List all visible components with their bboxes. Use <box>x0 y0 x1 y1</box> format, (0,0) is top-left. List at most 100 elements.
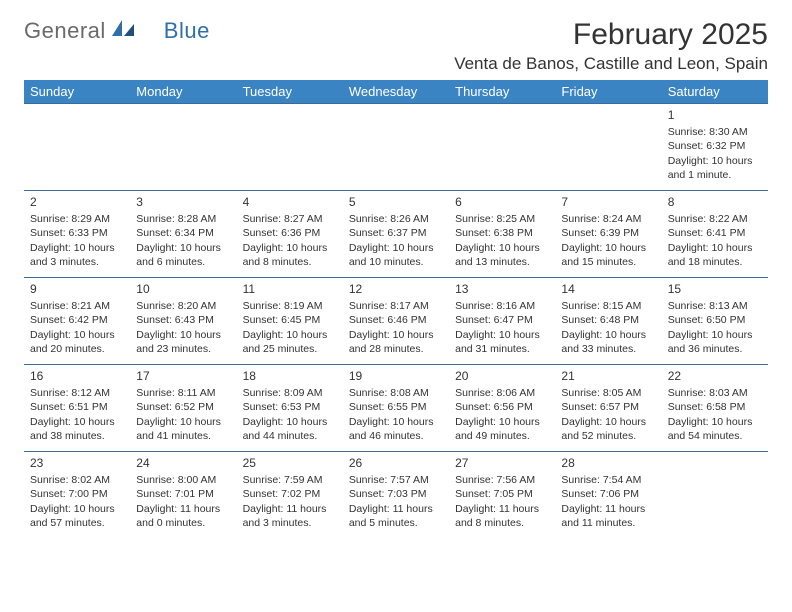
day-number: 20 <box>455 368 549 384</box>
calendar-day-cell: 16Sunrise: 8:12 AMSunset: 6:51 PMDayligh… <box>24 365 130 451</box>
daylight-text: Daylight: 10 hours and 25 minutes. <box>243 328 337 356</box>
day-number: 9 <box>30 281 124 297</box>
sunrise-text: Sunrise: 8:16 AM <box>455 299 549 313</box>
title-block: February 2025 Venta de Banos, Castille a… <box>454 18 768 74</box>
weekday-header: Tuesday <box>237 80 343 103</box>
daylight-text: Daylight: 10 hours and 1 minute. <box>668 154 762 182</box>
daylight-text: Daylight: 10 hours and 36 minutes. <box>668 328 762 356</box>
calendar-day-cell: 18Sunrise: 8:09 AMSunset: 6:53 PMDayligh… <box>237 365 343 451</box>
sunset-text: Sunset: 6:32 PM <box>668 139 762 153</box>
sunset-text: Sunset: 6:45 PM <box>243 313 337 327</box>
page-header: General Blue February 2025 Venta de Bano… <box>24 18 768 74</box>
calendar-week-row: 9Sunrise: 8:21 AMSunset: 6:42 PMDaylight… <box>24 277 768 364</box>
calendar-day-cell: 13 Sunrise: 8:16 AMSunset: 6:47 PMDayligh… <box>449 278 555 364</box>
calendar-day-cell: 28 Sunrise: 7:54 AMSunset: 7:06 PMDayligh… <box>555 452 661 538</box>
calendar-day-cell: 3Sunrise: 8:28 AMSunset: 6:34 PMDaylight… <box>130 191 236 277</box>
sunset-text: Sunset: 7:06 PM <box>561 487 655 501</box>
daylight-text: Daylight: 10 hours and 31 minutes. <box>455 328 549 356</box>
sunrise-text: Sunrise: 8:25 AM <box>455 212 549 226</box>
day-number: 18 <box>243 368 337 384</box>
weekday-header: Thursday <box>449 80 555 103</box>
day-number: 10 <box>136 281 230 297</box>
daylight-text: Daylight: 11 hours and 5 minutes. <box>349 502 443 530</box>
sunset-text: Sunset: 7:01 PM <box>136 487 230 501</box>
weekday-header: Wednesday <box>343 80 449 103</box>
day-number: 21 <box>561 368 655 384</box>
sunrise-text: Sunrise: 7:54 AM <box>561 473 655 487</box>
day-number: 23 <box>30 455 124 471</box>
sunset-text: Sunset: 6:41 PM <box>668 226 762 240</box>
sunrise-text: Sunrise: 8:22 AM <box>668 212 762 226</box>
calendar-day-cell: 8Sunrise: 8:22 AMSunset: 6:41 PMDaylight… <box>662 191 768 277</box>
sunset-text: Sunset: 7:05 PM <box>455 487 549 501</box>
sunset-text: Sunset: 6:56 PM <box>455 400 549 414</box>
sunset-text: Sunset: 6:36 PM <box>243 226 337 240</box>
sunrise-text: Sunrise: 7:59 AM <box>243 473 337 487</box>
sunrise-text: Sunrise: 7:56 AM <box>455 473 549 487</box>
sunset-text: Sunset: 6:39 PM <box>561 226 655 240</box>
day-number: 16 <box>30 368 124 384</box>
sunset-text: Sunset: 6:57 PM <box>561 400 655 414</box>
sunrise-text: Sunrise: 8:29 AM <box>30 212 124 226</box>
day-number: 7 <box>561 194 655 210</box>
calendar-day-cell: 22Sunrise: 8:03 AMSunset: 6:58 PMDayligh… <box>662 365 768 451</box>
daylight-text: Daylight: 10 hours and 10 minutes. <box>349 241 443 269</box>
day-number: 8 <box>668 194 762 210</box>
calendar-week-row: 16Sunrise: 8:12 AMSunset: 6:51 PMDayligh… <box>24 364 768 451</box>
weekday-header: Saturday <box>662 80 768 103</box>
sunset-text: Sunset: 6:47 PM <box>455 313 549 327</box>
weekday-header: Monday <box>130 80 236 103</box>
day-number: 1 <box>668 107 762 123</box>
calendar-day-cell: 2 Sunrise: 8:29 AMSunset: 6:33 PMDaylight… <box>24 191 130 277</box>
daylight-text: Daylight: 11 hours and 0 minutes. <box>136 502 230 530</box>
calendar-day-cell: 26Sunrise: 7:57 AMSunset: 7:03 PMDayligh… <box>343 452 449 538</box>
daylight-text: Daylight: 11 hours and 11 minutes. <box>561 502 655 530</box>
daylight-text: Daylight: 10 hours and 33 minutes. <box>561 328 655 356</box>
sunset-text: Sunset: 6:42 PM <box>30 313 124 327</box>
daylight-text: Daylight: 10 hours and 38 minutes. <box>30 415 124 443</box>
calendar-day-cell: 20Sunrise: 8:06 AMSunset: 6:56 PMDayligh… <box>449 365 555 451</box>
calendar-day-cell: 19Sunrise: 8:08 AMSunset: 6:55 PMDayligh… <box>343 365 449 451</box>
calendar-day-cell <box>449 104 555 190</box>
sunrise-text: Sunrise: 8:02 AM <box>30 473 124 487</box>
brand-logo: General Blue <box>24 18 210 44</box>
calendar-day-cell: 5Sunrise: 8:26 AMSunset: 6:37 PMDaylight… <box>343 191 449 277</box>
daylight-text: Daylight: 10 hours and 8 minutes. <box>243 241 337 269</box>
sunrise-text: Sunrise: 8:11 AM <box>136 386 230 400</box>
sunset-text: Sunset: 6:53 PM <box>243 400 337 414</box>
calendar-week-row: 2Sunrise: 8:29 AMSunset: 6:33 PMDaylight… <box>24 190 768 277</box>
day-number: 28 <box>561 455 655 471</box>
calendar-week-row: 23Sunrise: 8:02 AMSunset: 7:00 PMDayligh… <box>24 451 768 538</box>
sunset-text: Sunset: 7:03 PM <box>349 487 443 501</box>
sunrise-text: Sunrise: 8:13 AM <box>668 299 762 313</box>
sunset-text: Sunset: 6:46 PM <box>349 313 443 327</box>
sunset-text: Sunset: 6:38 PM <box>455 226 549 240</box>
day-number: 26 <box>349 455 443 471</box>
daylight-text: Daylight: 10 hours and 3 minutes. <box>30 241 124 269</box>
day-number: 14 <box>561 281 655 297</box>
calendar-day-cell: 10Sunrise: 8:20 AMSunset: 6:43 PMDayligh… <box>130 278 236 364</box>
sunrise-text: Sunrise: 8:20 AM <box>136 299 230 313</box>
sunset-text: Sunset: 6:52 PM <box>136 400 230 414</box>
calendar-day-cell: 23Sunrise: 8:02 AMSunset: 7:00 PMDayligh… <box>24 452 130 538</box>
daylight-text: Daylight: 11 hours and 3 minutes. <box>243 502 337 530</box>
calendar-day-cell <box>24 104 130 190</box>
day-number: 13 <box>455 281 549 297</box>
daylight-text: Daylight: 10 hours and 54 minutes. <box>668 415 762 443</box>
sunrise-text: Sunrise: 8:19 AM <box>243 299 337 313</box>
calendar-day-cell: 25Sunrise: 7:59 AMSunset: 7:02 PMDayligh… <box>237 452 343 538</box>
day-number: 4 <box>243 194 337 210</box>
sunrise-text: Sunrise: 8:08 AM <box>349 386 443 400</box>
sunrise-text: Sunrise: 8:30 AM <box>668 125 762 139</box>
sunset-text: Sunset: 6:55 PM <box>349 400 443 414</box>
calendar-day-cell: 15Sunrise: 8:13 AMSunset: 6:50 PMDayligh… <box>662 278 768 364</box>
daylight-text: Daylight: 10 hours and 23 minutes. <box>136 328 230 356</box>
calendar-day-cell: 9Sunrise: 8:21 AMSunset: 6:42 PMDaylight… <box>24 278 130 364</box>
day-number: 2 <box>30 194 124 210</box>
calendar-day-cell <box>555 104 661 190</box>
sunset-text: Sunset: 6:33 PM <box>30 226 124 240</box>
calendar-day-cell: 14Sunrise: 8:15 AMSunset: 6:48 PMDayligh… <box>555 278 661 364</box>
sunrise-text: Sunrise: 8:15 AM <box>561 299 655 313</box>
calendar-day-cell: 21Sunrise: 8:05 AMSunset: 6:57 PMDayligh… <box>555 365 661 451</box>
calendar-day-cell: 12Sunrise: 8:17 AMSunset: 6:46 PMDayligh… <box>343 278 449 364</box>
